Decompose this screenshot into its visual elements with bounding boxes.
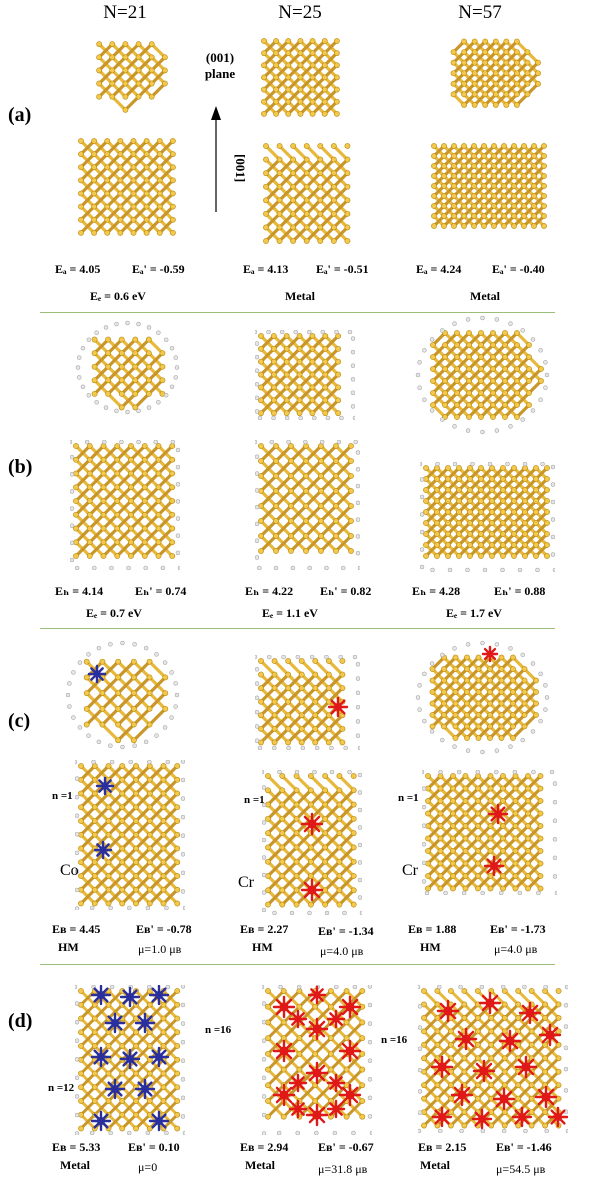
structure-b-n57-side [420, 462, 555, 572]
c3-e2: Eʙ' = -1.73 [490, 922, 546, 936]
b1-gap: Eₑ = 0.7 eV [86, 606, 142, 620]
structure-c-n57-side [422, 770, 557, 895]
c3-mu: μ=4.0 μʙ [494, 942, 538, 956]
c2-mu: μ=4.0 μʙ [320, 944, 364, 958]
separator-bc [40, 628, 555, 629]
structure-a-n57-side [431, 143, 547, 229]
d2-e1: Eʙ = 2.94 [240, 1140, 289, 1154]
structure-a-n21-top [96, 41, 168, 113]
c2-n-label: n =1 [244, 794, 265, 806]
d2-e2: Eʙ' = -0.67 [318, 1140, 374, 1154]
d3-n-label: n =16 [381, 1034, 408, 1046]
c1-element-label: Co [60, 862, 79, 879]
structure-a-n25-side [263, 143, 351, 244]
d3-mu: μ=54.5 μʙ [496, 1162, 546, 1176]
panel-label-b: (b) [8, 456, 33, 478]
structure-c-n21-top [65, 640, 180, 750]
c1-n-label: n =1 [52, 790, 73, 802]
separator-ab [40, 312, 555, 313]
b3-e2: Eₕ' = 0.88 [494, 584, 546, 598]
b2-e1: Eₕ = 4.22 [245, 584, 294, 598]
d1-n-label: n =12 [48, 1082, 75, 1094]
d1-e2: Eʙ' = 0.10 [128, 1140, 180, 1154]
header-n25: N=25 [278, 2, 322, 23]
axis-arrow-icon: [001] [211, 106, 248, 212]
b2-e2: Eₕ' = 0.82 [320, 584, 372, 598]
b1-e2: Eₕ' = 0.74 [135, 584, 187, 598]
c1-e1: Eʙ = 4.45 [52, 922, 101, 936]
c2-e1: Eʙ = 2.27 [240, 922, 289, 936]
d3-state: Metal [420, 1158, 450, 1172]
structure-c-n25-top [255, 655, 360, 750]
structure-b-n25-side [255, 440, 360, 570]
c1-mu: μ=1.0 μʙ [138, 942, 182, 956]
structure-a-n21-side [78, 138, 176, 236]
c3-e1: Eʙ = 1.88 [408, 922, 457, 936]
separator-cd [40, 964, 555, 965]
a2-e2: Eₐ' = -0.51 [316, 262, 369, 276]
panel-label-c: (c) [8, 710, 31, 732]
a1-e2: Eₐ' = -0.59 [132, 262, 185, 276]
c1-e2: Eʙ' = -0.78 [136, 922, 192, 936]
a3-gap: Metal [470, 289, 500, 303]
structure-c-n25-side [262, 770, 362, 915]
structure-d-n57-side [418, 985, 568, 1133]
d2-state: Metal [245, 1158, 275, 1172]
c3-state: HM [420, 940, 441, 954]
d2-mu: μ=31.8 μʙ [318, 1162, 368, 1176]
structure-b-n25-top [255, 330, 355, 420]
panel-label-d: (d) [8, 1010, 33, 1032]
a2-gap: Metal [285, 289, 315, 303]
b2-gap: Eₑ = 1.1 eV [262, 606, 318, 620]
b3-gap: Eₑ = 1.7 eV [446, 606, 502, 620]
b3-e1: Eₕ = 4.28 [412, 584, 461, 598]
structure-c-n21-side [75, 760, 185, 910]
a1-gap: Eₑ = 0.6 eV [90, 289, 146, 303]
structure-d-n25-side [262, 985, 372, 1135]
d1-e1: Eʙ = 5.33 [52, 1140, 101, 1154]
a2-e1: Eₐ = 4.13 [243, 262, 289, 276]
c1-state: HM [58, 940, 79, 954]
d1-mu: μ=0 [138, 1160, 158, 1174]
d1-state: Metal [60, 1158, 90, 1172]
structure-c-n57-top [415, 640, 550, 755]
a3-e2: Eₐ' = -0.40 [492, 262, 545, 276]
structure-a-n57-top [450, 38, 541, 108]
axis-label: [001] [233, 154, 248, 182]
c3-element-label: Cr [402, 862, 418, 879]
panel-label-a: (a) [8, 104, 32, 126]
d3-e1: Eʙ = 2.15 [418, 1140, 467, 1154]
structure-a-n25-top [261, 38, 340, 117]
header-n57: N=57 [458, 2, 502, 23]
structure-d-n21-side [75, 985, 185, 1135]
structure-b-n57-top [415, 315, 550, 435]
header-n21: N=21 [103, 2, 147, 23]
c2-e2: Eʙ' = -1.34 [318, 924, 374, 938]
d2-n-label: n =16 [205, 1024, 232, 1036]
structure-b-n21-top [75, 320, 180, 415]
c2-state: HM [252, 940, 273, 954]
c2-element-label: Cr [238, 874, 254, 891]
b1-e1: Eₕ = 4.14 [55, 584, 104, 598]
d3-e2: Eʙ' = -1.46 [496, 1140, 552, 1154]
plane-annotation: (001) plane [190, 50, 250, 82]
a1-e1: Eₐ = 4.05 [55, 262, 101, 276]
a3-e1: Eₐ = 4.24 [416, 262, 462, 276]
c3-n-label: n =1 [398, 792, 419, 804]
structure-b-n21-side [70, 440, 180, 570]
plane-label: (001) plane [204, 50, 236, 81]
